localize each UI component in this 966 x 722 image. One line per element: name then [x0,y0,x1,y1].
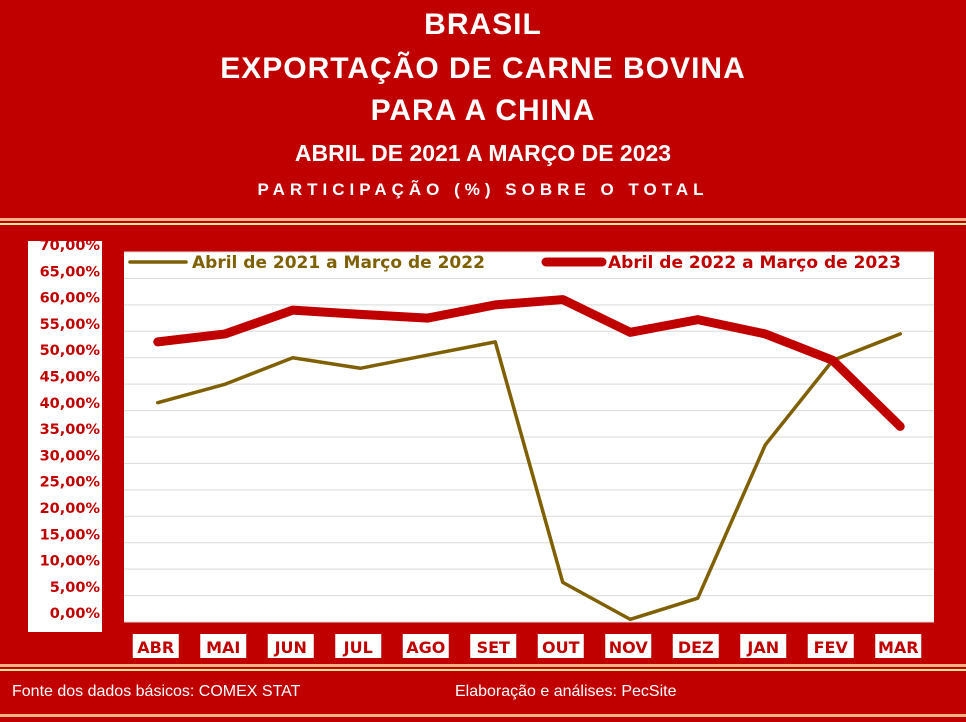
y-tick-label: 15,00% [40,527,101,543]
x-tick-label: OUT [542,638,580,657]
legend-label: Abril de 2021 a Março de 2022 [192,253,485,273]
y-tick-label: 40,00% [40,396,101,412]
x-tick-box [267,634,314,658]
line-chart: 70,00% 65,00% 60,00% 55,00% 50,00% 45,00% 40,0… [28,238,934,658]
y-tick-label: 45,00% [40,370,101,386]
x-tick-box [470,634,517,658]
x-tick-box [335,634,382,658]
data-source: Fonte dos dados básicos: COMEX STAT [12,683,301,700]
y-tick-label: 65,00% [40,264,101,280]
title-main: EXPORTAÇÃO DE CARNE BOVINA [220,52,746,85]
header-divider-inner [0,223,966,225]
x-tick-label: MAR [878,638,919,657]
x-tick-label: JUN [274,638,307,657]
x-tick-box [402,634,449,658]
y-tick-label: 60,00% [40,291,101,307]
x-tick-label: SET [477,638,510,657]
title-period: ABRIL DE 2021 A MARÇO DE 2023 [294,140,672,166]
title-country: BRASIL [424,8,542,41]
y-tick-label: 5,00% [50,580,101,596]
x-tick-label: AGO [406,638,445,657]
y-tick-label: 25,00% [40,475,101,491]
footer-divider-inner [0,669,966,671]
x-tick-box [605,634,652,658]
y-tick-label: 35,00% [40,422,101,438]
x-tick-label: JUL [343,638,373,657]
x-tick-box [672,634,719,658]
subtitle-metric: PARTICIPAÇÃO (%) SOBRE O TOTAL [257,180,709,199]
legend-label: Abril de 2022 a Março de 2023 [608,253,901,273]
y-tick-label: 30,00% [40,448,101,464]
x-tick-label: NOV [609,638,649,657]
x-tick-box [875,634,922,658]
title-destination: PARA A CHINA [370,94,596,127]
x-tick-label: MAI [206,638,240,657]
footer-bottom-divider [0,714,966,717]
x-tick-box [807,634,854,658]
y-tick-label: 20,00% [40,501,101,517]
credit: Elaboração e análises: PecSite [455,683,677,700]
x-tick-label: ABR [137,638,174,657]
footer-divider [0,664,966,667]
y-axis-panel [28,241,102,632]
y-tick-label: 55,00% [40,317,101,333]
x-tick-label: FEV [814,638,849,657]
chart-footer: Fonte dos dados básicos: COMEX STAT Elab… [0,672,966,714]
y-tick-label: 50,00% [40,343,101,359]
y-tick-label: 0,00% [50,606,101,622]
x-tick-label: DEZ [678,638,714,657]
x-tick-box [132,634,179,658]
plot-area: 70,00% 65,00% 60,00% 55,00% 50,00% 45,00% 40,0… [28,238,934,658]
x-tick-box [200,634,247,658]
x-tick-label: JAN [746,638,779,657]
y-tick-label: 10,00% [40,554,101,570]
series-line-2022-2023 [153,295,905,431]
series-line-2021-2022 [156,332,902,622]
header-divider [0,218,966,221]
x-tick-box [537,634,584,658]
x-tick-box [740,634,787,658]
y-tick-label: 70,00% [40,238,101,254]
chart-header: BRASIL EXPORTAÇÃO DE CARNE BOVINA PARA A… [0,0,966,218]
